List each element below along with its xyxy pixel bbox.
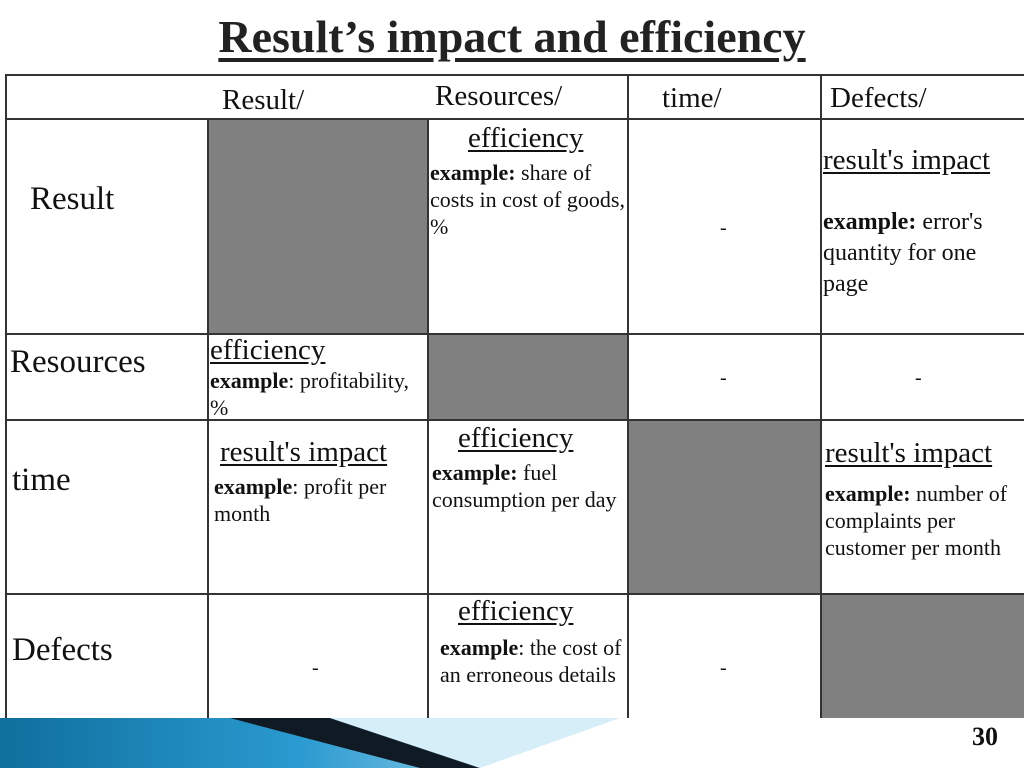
- cell-defects-result: -: [312, 657, 319, 679]
- cell-example: example: profitability, %: [210, 368, 409, 420]
- cell-time-result: result's impact example: profit per mont…: [214, 436, 424, 527]
- cell-kind: efficiency: [458, 422, 574, 454]
- row-divider: [5, 593, 1024, 595]
- column-header-result: Result/: [222, 84, 305, 116]
- column-divider: [427, 118, 429, 718]
- cell-example: example: number of complaints per custom…: [825, 481, 1008, 560]
- column-divider: [627, 74, 629, 718]
- page-number: 30: [972, 722, 998, 751]
- row-label-defects: Defects: [12, 632, 113, 668]
- cell-kind: efficiency: [210, 334, 326, 366]
- shaded-cell-resources: [428, 334, 628, 420]
- cell-result-resources: efficiency example: share of costs in co…: [430, 122, 626, 240]
- row-divider: [5, 333, 1024, 335]
- column-divider: [207, 118, 209, 718]
- decorative-bottom-band: [0, 718, 1024, 768]
- shaded-cell-time: [628, 420, 821, 594]
- cell-defects-time: -: [720, 657, 727, 679]
- cell-example: example: profit per month: [214, 474, 387, 526]
- cell-defects-resources: efficiency example: the cost of an erron…: [440, 595, 626, 688]
- column-header-defects: Defects/: [830, 82, 927, 114]
- cell-example: example: error's quantity for one page: [823, 209, 983, 297]
- wave-graphic: [0, 718, 620, 768]
- table-border-top: [5, 74, 1024, 76]
- column-header-time: time/: [662, 82, 722, 114]
- column-divider: [820, 74, 822, 718]
- shaded-cell-defects: [821, 594, 1024, 718]
- column-header-resources: Resources/: [435, 80, 563, 112]
- row-divider: [5, 118, 1024, 120]
- cell-kind: efficiency: [458, 595, 574, 627]
- cell-time-defects: result's impact example: number of compl…: [825, 437, 1024, 561]
- cell-kind: result's impact: [823, 144, 991, 176]
- table-border-left: [5, 74, 7, 718]
- cell-result-time: -: [720, 217, 727, 239]
- shaded-cell-result: [207, 119, 428, 334]
- cell-resources-result: efficiency example: profitability, %: [210, 334, 425, 421]
- row-label-resources: Resources: [10, 344, 146, 380]
- cell-result-defects: result's impact example: error's quantit…: [823, 144, 1023, 300]
- cell-resources-time: -: [720, 367, 727, 389]
- cell-time-resources: efficiency example: fuel consumption per…: [432, 422, 626, 513]
- row-divider: [5, 419, 1024, 421]
- cell-kind: result's impact: [220, 436, 388, 468]
- row-label-time: time: [12, 462, 71, 498]
- row-label-result: Result: [30, 181, 115, 217]
- cell-example: example: share of costs in cost of goods…: [430, 160, 625, 239]
- cell-example: example: fuel consumption per day: [432, 460, 617, 512]
- cell-example: example: the cost of an erroneous detail…: [440, 635, 622, 687]
- cell-kind: result's impact: [825, 437, 993, 469]
- cell-resources-defects: -: [915, 367, 922, 389]
- cell-kind: efficiency: [468, 122, 584, 154]
- slide-title: Result’s impact and efficiency: [218, 11, 806, 62]
